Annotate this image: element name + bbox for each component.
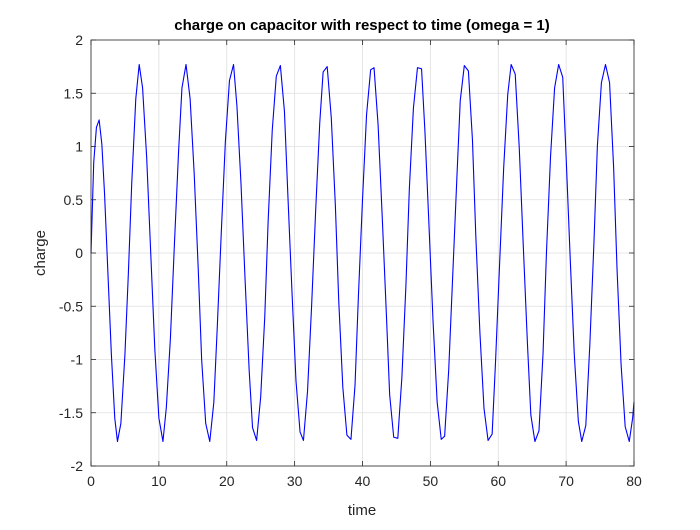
y-axis: 2 1.5 1 0.5 0 -0.5 -1 -1.5 -2 bbox=[59, 32, 634, 474]
y-tick-label: 1 bbox=[75, 139, 83, 155]
y-tick-label: -1.5 bbox=[59, 405, 83, 421]
y-tick-label: -2 bbox=[71, 458, 84, 474]
y-tick-label: 0 bbox=[75, 245, 83, 261]
x-tick-label: 0 bbox=[87, 473, 95, 489]
series-line bbox=[90, 63, 635, 443]
x-tick-label: 60 bbox=[490, 473, 506, 489]
y-tick-label: -1 bbox=[71, 352, 84, 368]
x-tick-label: 10 bbox=[151, 473, 167, 489]
y-tick-label: 2 bbox=[75, 32, 83, 48]
y-tick-label: 1.5 bbox=[64, 85, 84, 101]
x-tick-label: 80 bbox=[626, 473, 642, 489]
x-axis-label: time bbox=[348, 502, 376, 519]
x-tick-label: 40 bbox=[355, 473, 371, 489]
x-tick-label: 20 bbox=[219, 473, 235, 489]
x-tick-label: 30 bbox=[287, 473, 303, 489]
x-axis: 0 10 20 30 40 50 60 70 80 bbox=[87, 40, 642, 489]
y-axis-label: charge bbox=[32, 230, 49, 276]
grid bbox=[90, 39, 635, 467]
series-layer bbox=[90, 63, 635, 443]
x-tick-label: 70 bbox=[558, 473, 574, 489]
y-tick-label: 0.5 bbox=[64, 192, 84, 208]
chart-title: charge on capacitor with respect to time… bbox=[174, 17, 550, 34]
y-tick-label: -0.5 bbox=[59, 298, 83, 314]
x-tick-label: 50 bbox=[423, 473, 439, 489]
